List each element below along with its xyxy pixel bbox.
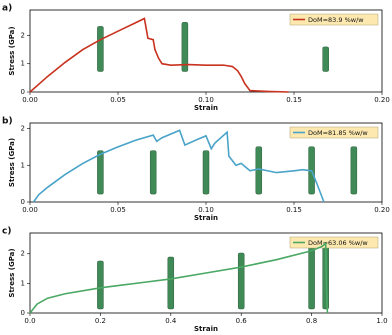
legend-label: DoM=81.85 %w/w xyxy=(308,129,368,137)
y-tick-label: 2 xyxy=(21,31,25,39)
data-line xyxy=(29,17,289,93)
x-tick-label: 0.15 xyxy=(286,96,302,104)
y-axis-label: Stress (GPa) xyxy=(8,248,16,297)
legend-label: DoM=83.9 %w/w xyxy=(308,16,364,24)
x-tick-label: 0.8 xyxy=(306,317,317,325)
y-tick-label: 0 xyxy=(21,198,25,206)
x-tick-label: 0.10 xyxy=(198,206,214,214)
y-tick-label: 2 xyxy=(21,250,25,258)
x-tick-label: 0.20 xyxy=(374,206,390,214)
specimen xyxy=(97,260,104,310)
x-tick-label: 0.6 xyxy=(236,317,248,325)
y-tick-label: 1 xyxy=(21,161,25,169)
x-tick-label: 0.15 xyxy=(286,206,302,214)
x-tick-label: 0.05 xyxy=(110,206,126,214)
y-tick-label: 1 xyxy=(21,279,25,287)
specimen xyxy=(237,252,245,310)
x-tick-label: 0.05 xyxy=(110,96,126,104)
legend-box xyxy=(289,13,379,26)
specimen xyxy=(149,150,157,195)
y-tick-label: 0 xyxy=(21,309,25,317)
specimen xyxy=(181,22,189,72)
y-axis-label: Stress (GPa) xyxy=(8,138,16,187)
plot-frame xyxy=(29,9,383,93)
panel-label: a) xyxy=(2,4,12,14)
specimen xyxy=(167,256,175,310)
legend-box xyxy=(289,126,379,139)
specimen xyxy=(350,146,358,195)
x-tick-label: 0.10 xyxy=(198,96,214,104)
x-axis-label: Strain xyxy=(194,214,218,222)
specimen xyxy=(308,244,315,310)
specimen xyxy=(202,150,210,195)
x-tick-label: 0.2 xyxy=(95,317,106,325)
y-tick-label: 1 xyxy=(21,60,25,68)
x-tick-label: 0.00 xyxy=(22,206,38,214)
y-tick-label: 2 xyxy=(21,125,25,133)
panel-label: c) xyxy=(2,227,11,237)
x-tick-label: 0.00 xyxy=(22,96,38,104)
y-tick-label: 0 xyxy=(21,88,25,96)
specimen xyxy=(322,46,329,72)
specimen xyxy=(255,146,263,195)
specimen xyxy=(97,150,104,195)
plot-frame xyxy=(29,122,383,203)
y-axis-label: Stress (GPa) xyxy=(8,26,16,75)
legend-label: DoM=63.06 %w/w xyxy=(308,239,368,247)
panel: c) 0.0 0.2 0.4 0.6 0.8 1.0 0 1 2 Strain Stress (GPa… xyxy=(2,227,388,334)
x-tick-label: 0.20 xyxy=(374,96,390,104)
panel: b) 0.00 0.05 0.10 0.15 0.20 0 1 2 Strain Stress (G… xyxy=(2,117,390,223)
data-line xyxy=(29,241,329,314)
specimen xyxy=(97,26,104,72)
x-tick-label: 0.0 xyxy=(24,317,35,325)
plot-frame xyxy=(29,232,383,314)
panel: a) 0.00 0.05 0.10 0.15 0.20 0 1 2 Strain Stress (G… xyxy=(2,4,390,113)
x-axis-label: Strain xyxy=(194,325,218,333)
x-tick-label: 0.4 xyxy=(165,317,177,325)
panel-label: b) xyxy=(2,117,13,127)
legend-box xyxy=(289,236,379,249)
x-axis-label: Strain xyxy=(194,104,218,112)
data-line xyxy=(32,129,325,203)
x-tick-label: 1.0 xyxy=(376,317,387,325)
